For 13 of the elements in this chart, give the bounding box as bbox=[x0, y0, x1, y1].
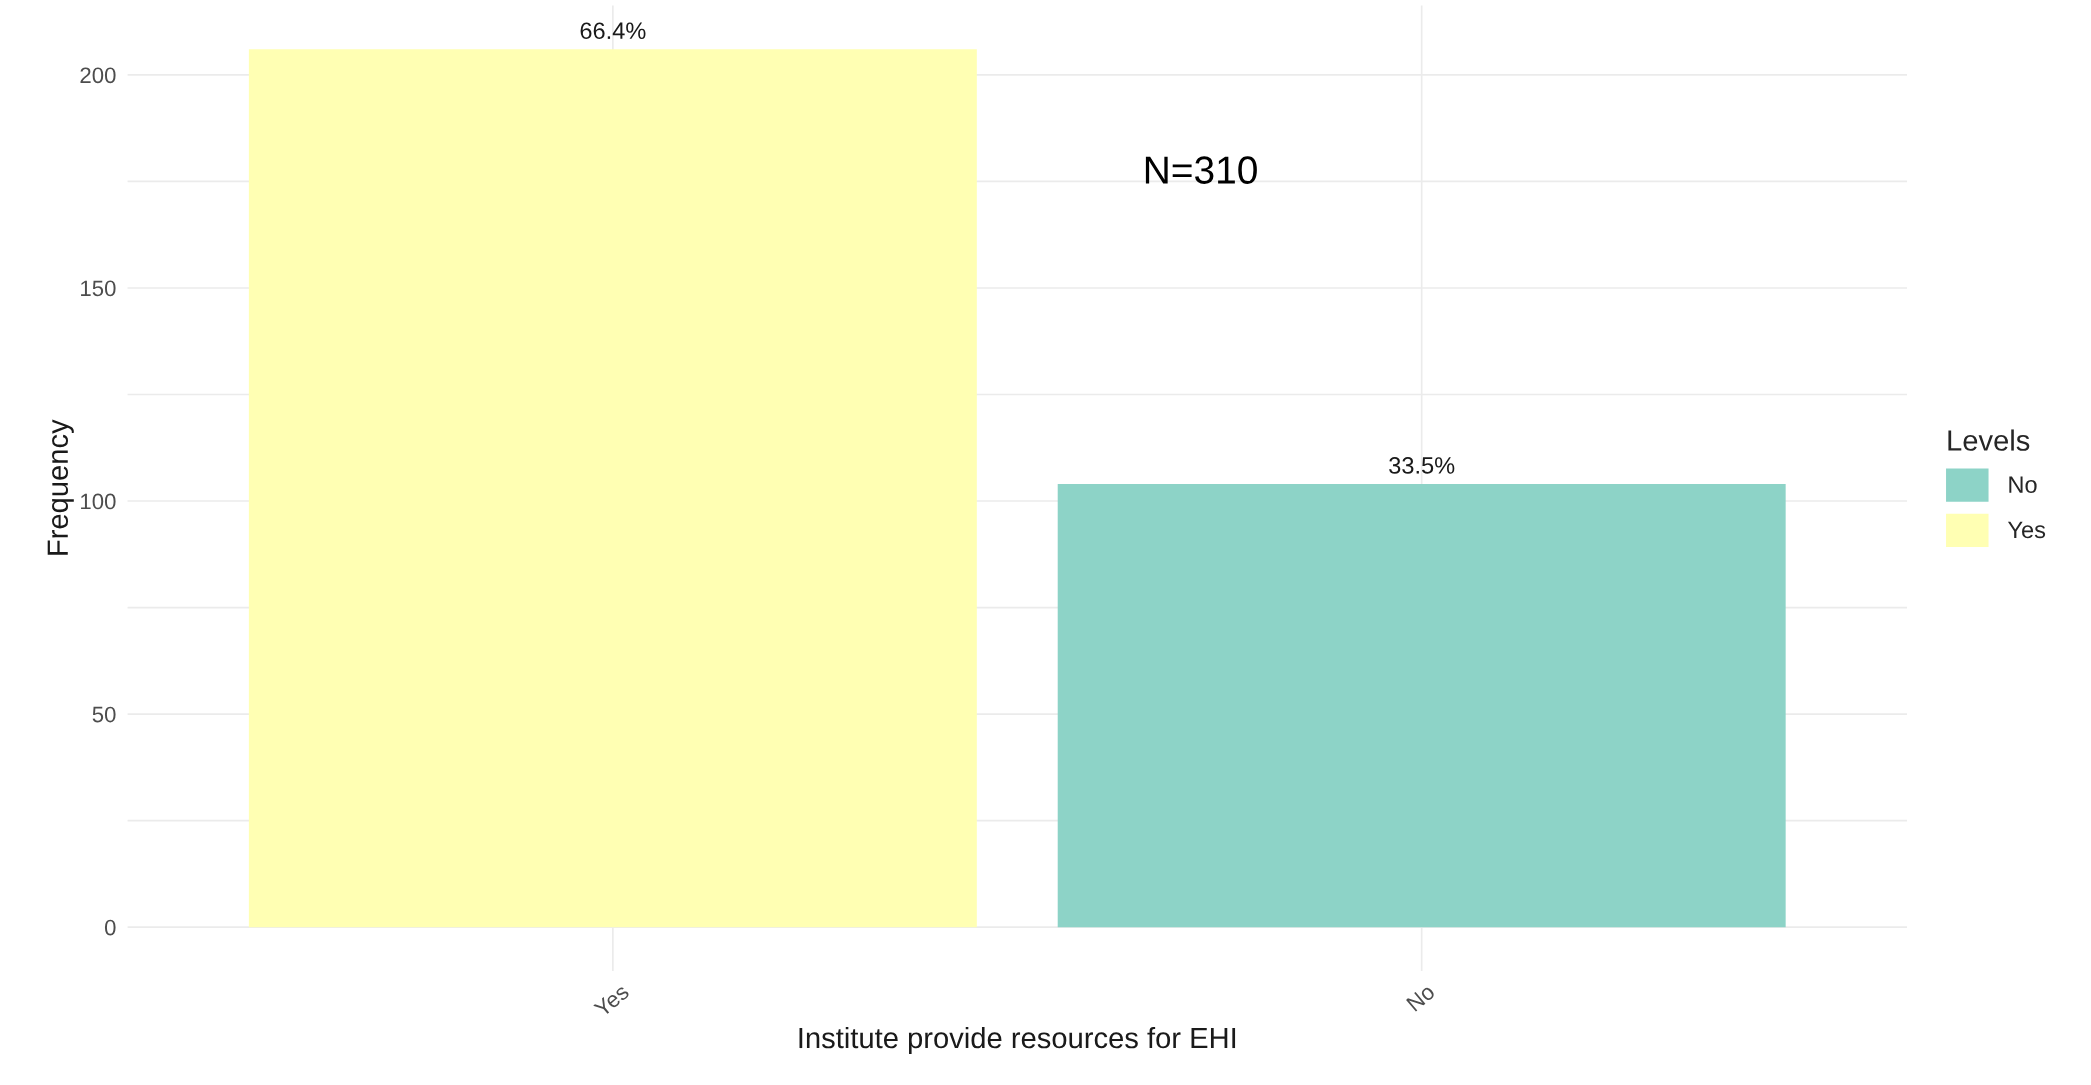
y-axis-title: Frequency bbox=[47, 419, 74, 555]
y-tick-label: 150 bbox=[81, 280, 116, 297]
y-tick-label: 100 bbox=[81, 493, 116, 510]
y-tick-label: 50 bbox=[92, 706, 116, 723]
annotation: 66.4% bbox=[580, 22, 646, 40]
annotation: N=310 bbox=[1145, 156, 1257, 184]
y-tick-label: 200 bbox=[80, 67, 116, 84]
x-axis-title: Institute provide resources for EHI bbox=[799, 1026, 1236, 1055]
legend-title: Levels bbox=[1948, 429, 2030, 451]
legend-label: Yes bbox=[2007, 521, 2046, 539]
annotation: 33.5% bbox=[1389, 457, 1455, 474]
y-tick-label: 0 bbox=[104, 919, 116, 936]
legend-label: No bbox=[2009, 476, 2037, 493]
